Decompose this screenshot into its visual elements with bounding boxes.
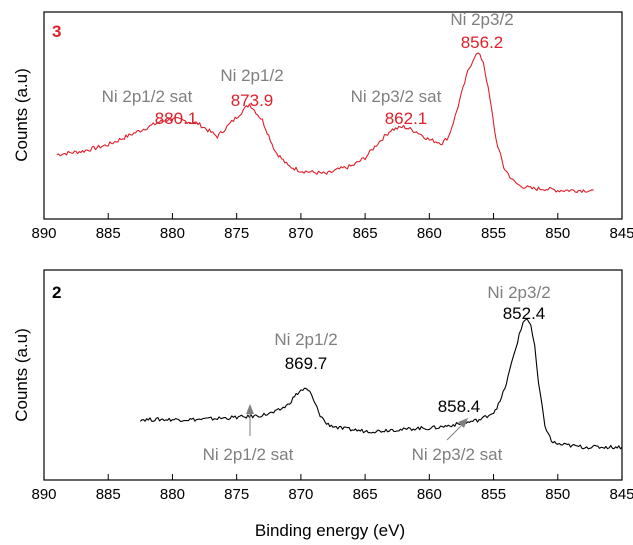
panel-2-label: 2 xyxy=(52,283,61,302)
panel-2-x-ticks: 890 885 880 875 870 865 860 855 850 845 xyxy=(31,474,633,503)
panel-3: 3 Counts (a.u) 890 885 880 875 870 865 860 855 8… xyxy=(12,10,633,242)
x-tick-label-850: 850 xyxy=(545,486,570,503)
x-tick-label-890: 890 xyxy=(31,225,56,242)
peak-value-869-7: 869.7 xyxy=(285,354,328,373)
x-axis-label: Binding energy (eV) xyxy=(255,521,405,540)
x-tick-label-870: 870 xyxy=(288,225,313,242)
panel-2-frame xyxy=(43,269,623,481)
peak-value-862-1: 862.1 xyxy=(385,109,428,128)
panel-3-ylabel: Counts (a.u) xyxy=(12,68,31,162)
panel-3-x-ticks: 890 885 880 875 870 865 860 855 850 845 xyxy=(31,213,633,242)
panel-2: 2 Counts (a.u) 890 885 880 875 870 865 860 855 8… xyxy=(12,269,633,503)
peak-label-ni-2p1-2: Ni 2p1/2 xyxy=(220,66,283,85)
panel-3-label: 3 xyxy=(52,22,61,41)
peak-value-880-1: 880.1 xyxy=(155,109,198,128)
x-tick-label-865: 865 xyxy=(353,225,378,242)
x-tick-label-845: 845 xyxy=(609,486,633,503)
peak-label-ni-2p1-2-b: Ni 2p1/2 xyxy=(274,330,337,349)
x-tick-label-875: 875 xyxy=(224,225,249,242)
x-tick-label-885: 885 xyxy=(96,486,121,503)
x-tick-label-885: 885 xyxy=(96,225,121,242)
x-tick-label-865: 865 xyxy=(353,486,378,503)
sat-arrowhead-2p1-2 xyxy=(246,404,254,414)
x-tick-label-860: 860 xyxy=(417,486,442,503)
panel-2-ylabel: Counts (a.u) xyxy=(12,328,31,422)
peak-label-ni-2p1-2-sat: Ni 2p1/2 sat xyxy=(102,87,193,106)
x-tick-label-875: 875 xyxy=(224,486,249,503)
panel-2-series-line xyxy=(139,318,623,450)
peak-value-858-4: 858.4 xyxy=(438,397,481,416)
x-tick-label-845: 845 xyxy=(609,225,633,242)
sat-arrow-2p3-2 xyxy=(446,423,464,441)
peak-label-ni-2p3-2-sat: Ni 2p3/2 sat xyxy=(351,87,442,106)
x-tick-label-880: 880 xyxy=(160,486,185,503)
panel-3-frame xyxy=(43,11,623,220)
x-tick-label-860: 860 xyxy=(417,225,442,242)
panel-3-series-line xyxy=(56,52,594,193)
x-tick-label-870: 870 xyxy=(288,486,313,503)
x-tick-label-880: 880 xyxy=(160,225,185,242)
peak-value-856-2: 856.2 xyxy=(461,33,504,52)
x-tick-label-855: 855 xyxy=(481,225,506,242)
x-tick-label-890: 890 xyxy=(31,486,56,503)
peak-value-873-9: 873.9 xyxy=(231,91,274,110)
peak-value-852-4: 852.4 xyxy=(503,304,546,323)
sat-label-ni-2p3-2-sat: Ni 2p3/2 sat xyxy=(412,445,503,464)
x-tick-label-855: 855 xyxy=(481,486,506,503)
x-tick-label-850: 850 xyxy=(545,225,570,242)
peak-label-ni-2p3-2: Ni 2p3/2 xyxy=(450,10,513,29)
sat-arrowhead-2p3-2 xyxy=(458,418,468,428)
sat-label-ni-2p1-2-sat: Ni 2p1/2 sat xyxy=(203,445,294,464)
peak-label-ni-2p3-2-b: Ni 2p3/2 xyxy=(487,283,550,302)
